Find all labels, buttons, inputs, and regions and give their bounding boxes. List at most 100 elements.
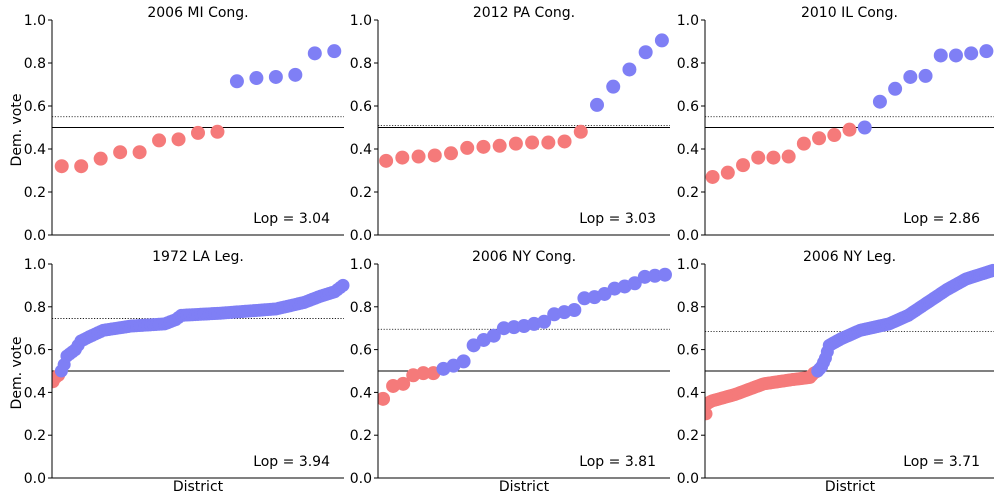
panel-3: 0.0 0.2 0.4 0.6 0.8 1.0 2010 IL Cong. Lop = 2.8… [677,5,994,244]
data-point [229,74,244,89]
lop-annotation: Lop = 3.04 [253,211,330,227]
panel-title: 2010 IL Cong. [801,5,898,21]
data-point [492,138,507,153]
lop-annotation: Lop = 3.81 [579,454,656,470]
panel-title: 2012 PA Cong. [473,5,575,21]
data-point [525,135,540,150]
data-point [654,33,669,48]
data-point [606,79,621,94]
data-point [657,267,672,282]
data-point [979,44,994,59]
data-point [191,125,205,140]
y-tick-label: 0.8 [24,300,46,316]
data-point [872,94,887,109]
y-tick-label: 0.4 [350,385,372,401]
data-point [573,124,588,139]
data-point [842,122,857,137]
data-point [54,159,69,174]
data-point [622,62,637,77]
points [705,263,994,421]
data-point [268,69,283,84]
y-tick-label: 0.6 [350,343,372,359]
data-point [288,67,303,82]
ylabel-bottom: Dem. vote [9,337,25,410]
y-tick-label: 0.2 [677,185,699,201]
panels: 0.0 0.2 0.4 0.6 0.8 1.0 2006 MI Cong. Lop = 3.0… [24,5,994,487]
panel-2: 0.0 0.2 0.4 0.6 0.8 1.0 2012 PA Cong. Lop = 3.0… [350,5,670,244]
data-point [781,149,796,164]
y-tick-label: 0.4 [677,385,699,401]
data-point [444,146,458,161]
data-point [460,140,475,155]
panel-title: 2006 MI Cong. [147,5,248,21]
data-point [736,158,751,173]
data-point [508,136,523,151]
data-point [827,128,842,143]
lop-annotation: Lop = 3.71 [903,454,980,470]
points [52,278,350,389]
data-point [476,139,491,154]
data-point [918,68,933,83]
data-point [705,169,720,184]
y-tick-label: 0.4 [24,142,46,158]
data-point [210,124,225,139]
y-tick-label: 0.0 [677,228,699,244]
panel-6: 0.0 0.2 0.4 0.6 0.8 1.0 2006 NY Leg. Lop = 3.71 [677,249,994,487]
ylabel-top: Dem. vote [9,94,25,167]
data-point [537,314,552,329]
data-point [411,149,426,164]
panel-title: 1972 LA Leg. [152,249,244,265]
data-point [557,134,572,149]
data-point [427,148,442,163]
y-tick-label: 0.4 [350,142,372,158]
data-point [627,276,642,291]
y-tick-label: 0.6 [350,99,372,115]
data-point [416,366,431,381]
data-point [171,132,186,147]
y-tick-label: 0.8 [677,56,699,72]
data-point [486,328,501,343]
data-point [903,69,918,84]
y-tick-label: 0.0 [350,471,372,487]
data-point [378,391,391,406]
xlabel-panel-4: District [173,479,224,495]
data-point [964,46,979,61]
panel-title: 2006 NY Cong. [472,249,576,265]
panel-title: 2006 NY Leg. [803,249,896,265]
y-tick-label: 0.0 [24,228,46,244]
data-point [327,44,342,59]
data-point [152,133,167,148]
y-tick-label: 0.4 [24,385,46,401]
data-point [496,321,511,336]
data-point [796,136,811,151]
y-tick-label: 0.8 [350,300,372,316]
y-tick-label: 0.0 [24,471,46,487]
points [705,44,994,184]
data-point [396,376,411,391]
y-tick-label: 0.8 [677,300,699,316]
lop-annotation: Lop = 3.03 [579,211,656,227]
data-point [132,145,147,160]
data-point [948,48,963,63]
y-tick-label: 0.0 [350,228,372,244]
y-tick-label: 0.2 [24,185,46,201]
data-point [541,135,556,150]
data-point [93,151,108,166]
data-point [395,150,410,165]
data-point [637,269,652,284]
data-point [812,131,827,146]
y-tick-label: 0.2 [24,428,46,444]
y-tick-label: 1.0 [350,13,372,29]
points [378,267,672,406]
y-tick-label: 0.6 [677,343,699,359]
lop-annotation: Lop = 3.94 [253,454,330,470]
data-point [720,165,735,180]
data-point [379,153,394,168]
data-point [751,150,766,165]
y-tick-label: 0.2 [677,428,699,444]
y-tick-label: 0.6 [677,99,699,115]
lop-annotation: Lop = 2.86 [903,211,980,227]
data-point [766,150,781,165]
panel-5: 0.0 0.2 0.4 0.6 0.8 1.0 2006 NY Cong. Lop = 3.8… [350,249,672,487]
points [379,33,669,168]
